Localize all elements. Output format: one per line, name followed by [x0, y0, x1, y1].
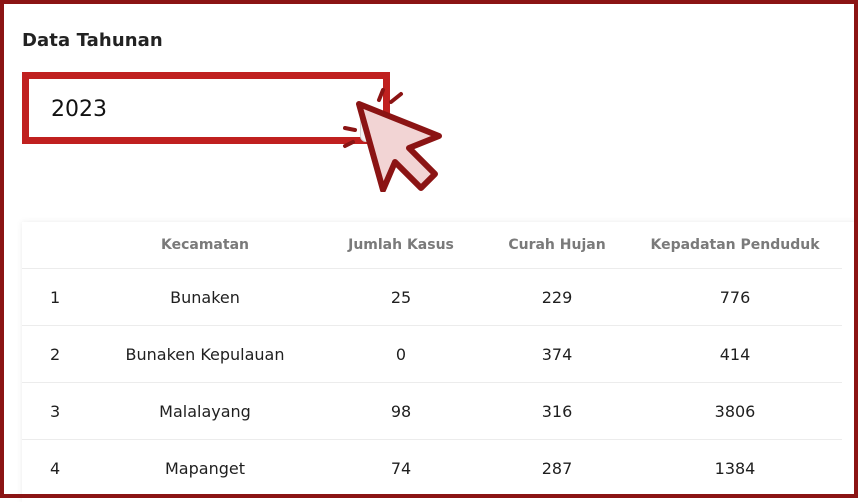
- cell-kepadatan: 776: [628, 268, 842, 326]
- data-table-card: Kecamatan Jumlah Kasus Curah Hujan Kepad…: [22, 222, 858, 502]
- table-header-row: Kecamatan Jumlah Kasus Curah Hujan Kepad…: [22, 222, 842, 269]
- cell-kecamatan: Malalayang: [94, 382, 316, 440]
- year-select-value: 2023: [51, 97, 107, 122]
- cell-jumlah-kasus: 98: [316, 382, 486, 440]
- cell-kecamatan: Bunaken: [94, 268, 316, 326]
- table-row: 2 Bunaken Kepulauan 0 374 414: [22, 325, 842, 383]
- header-curah-hujan: Curah Hujan: [508, 237, 606, 253]
- cell-no: 1: [22, 268, 94, 326]
- cell-curah-hujan: 316: [486, 382, 628, 440]
- header-kepadatan-penduduk: Kepadatan Penduduk: [650, 237, 820, 253]
- cell-curah-hujan: 374: [486, 325, 628, 383]
- header-kecamatan: Kecamatan: [161, 237, 249, 253]
- cell-jumlah-kasus: 74: [316, 439, 486, 496]
- cell-curah-hujan: 287: [486, 439, 628, 496]
- table-row: 4 Mapanget 74 287 1384: [22, 439, 842, 496]
- cell-kepadatan: 414: [628, 325, 842, 383]
- cell-no: 4: [22, 439, 94, 496]
- cell-jumlah-kasus: 25: [316, 268, 486, 326]
- table-row: 1 Bunaken 25 229 776: [22, 268, 842, 326]
- cell-jumlah-kasus: 0: [316, 325, 486, 383]
- header-jumlah-kasus: Jumlah Kasus: [348, 237, 454, 253]
- cell-curah-hujan: 229: [486, 268, 628, 326]
- pointer-cursor-icon: [343, 88, 442, 192]
- cell-kecamatan: Mapanget: [94, 439, 316, 496]
- cell-kecamatan: Bunaken Kepulauan: [94, 325, 316, 383]
- section-title: Data Tahunan: [22, 30, 163, 51]
- cell-no: 3: [22, 382, 94, 440]
- cell-kepadatan: 3806: [628, 382, 842, 440]
- cell-kepadatan: 1384: [628, 439, 842, 496]
- data-table: Kecamatan Jumlah Kasus Curah Hujan Kepad…: [22, 222, 842, 496]
- header-no: [22, 222, 94, 269]
- cell-no: 2: [22, 325, 94, 383]
- table-row: 3 Malalayang 98 316 3806: [22, 382, 842, 440]
